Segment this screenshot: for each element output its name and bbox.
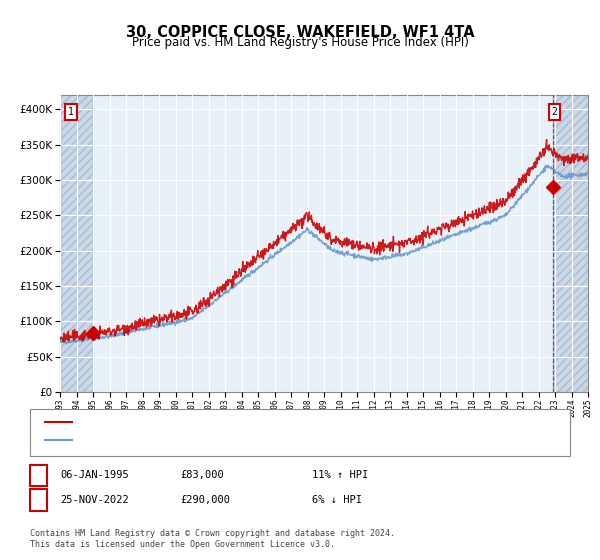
Text: 30, COPPICE CLOSE, WAKEFIELD, WF1 4TA (detached house): 30, COPPICE CLOSE, WAKEFIELD, WF1 4TA (d… <box>77 417 401 427</box>
Text: 30, COPPICE CLOSE, WAKEFIELD, WF1 4TA: 30, COPPICE CLOSE, WAKEFIELD, WF1 4TA <box>125 25 475 40</box>
Text: 25-NOV-2022: 25-NOV-2022 <box>60 495 129 505</box>
Text: £290,000: £290,000 <box>180 495 230 505</box>
Text: 1: 1 <box>68 107 74 117</box>
Text: 6% ↓ HPI: 6% ↓ HPI <box>312 495 362 505</box>
Text: 2: 2 <box>551 107 557 117</box>
Text: Price paid vs. HM Land Registry's House Price Index (HPI): Price paid vs. HM Land Registry's House … <box>131 36 469 49</box>
Bar <box>553 95 588 392</box>
Text: HPI: Average price, detached house, Wakefield: HPI: Average price, detached house, Wake… <box>77 435 347 445</box>
Bar <box>60 95 94 392</box>
Text: 1: 1 <box>35 470 42 480</box>
Bar <box>60 95 94 392</box>
Text: 2: 2 <box>35 495 42 505</box>
Text: 11% ↑ HPI: 11% ↑ HPI <box>312 470 368 480</box>
Text: £83,000: £83,000 <box>180 470 224 480</box>
Text: Contains HM Land Registry data © Crown copyright and database right 2024.
This d: Contains HM Land Registry data © Crown c… <box>30 529 395 549</box>
Text: 06-JAN-1995: 06-JAN-1995 <box>60 470 129 480</box>
Bar <box>553 95 588 392</box>
